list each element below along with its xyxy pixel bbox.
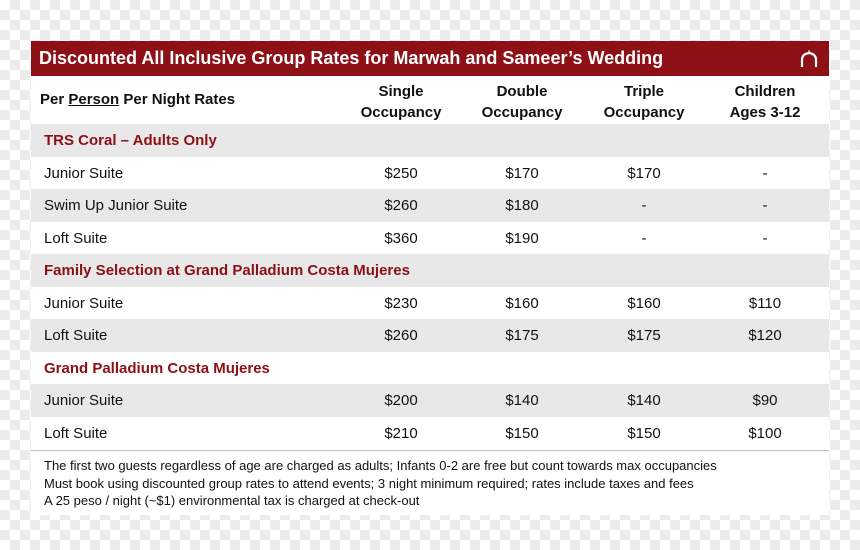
rates-table-body: TRS Coral – Adults Only Junior Suite $25…: [31, 124, 829, 449]
table-row: Swim Up Junior Suite $260 $180 - -: [31, 189, 829, 222]
rates-card: Discounted All Inclusive Group Rates for…: [31, 41, 829, 515]
table-divider: [31, 450, 829, 451]
title-bar: Discounted All Inclusive Group Rates for…: [31, 41, 829, 76]
section-header: Family Selection at Grand Palladium Cost…: [31, 254, 829, 287]
footnote: The first two guests regardless of age a…: [44, 458, 717, 473]
section-header: TRS Coral – Adults Only: [31, 124, 829, 157]
column-header-children: Children Ages 3-12: [729, 83, 801, 121]
column-header-triple: Triple Occupancy: [603, 83, 685, 121]
table-header: Per Person Per Night Rates Single Occupan…: [31, 76, 829, 124]
column-header-double: Double Occupancy: [481, 83, 563, 121]
table-row: Junior Suite $250 $170 $170 -: [44, 164, 768, 182]
table-row: Loft Suite $260 $175 $175 $120: [31, 319, 829, 352]
rates-header-label: Per Person Per Night Rates: [40, 91, 236, 108]
arch-icon: [799, 49, 819, 69]
footnote: A 25 peso / night (~$1) environmental ta…: [44, 493, 420, 508]
footnote: Must book using discounted group rates t…: [44, 475, 694, 491]
table-row: Loft Suite $360 $190 - -: [44, 229, 768, 247]
table-row: Junior Suite $200 $140 $140 $90: [31, 384, 829, 417]
footnotes: The first two guests regardless of age a…: [44, 457, 824, 510]
column-header-single: Single Occupancy: [360, 83, 442, 121]
table-row: Loft Suite $210 $150 $150 $100: [44, 424, 782, 442]
section-header: Grand Palladium Costa Mujeres: [44, 359, 270, 377]
page-title: Discounted All Inclusive Group Rates for…: [39, 48, 664, 68]
table-row: Junior Suite $230 $160 $160 $110: [44, 294, 782, 312]
